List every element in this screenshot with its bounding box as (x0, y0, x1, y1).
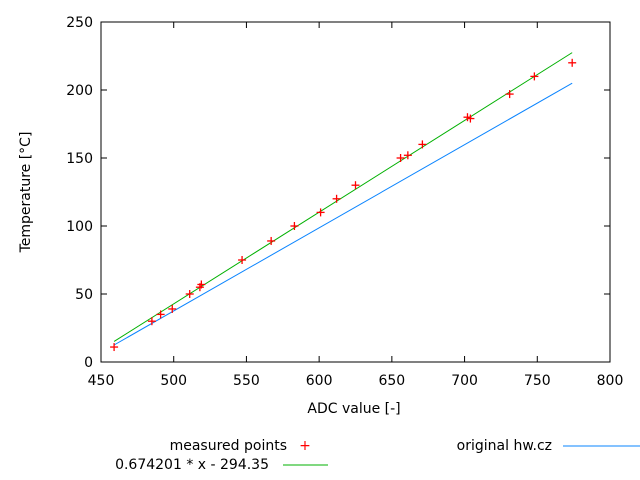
y-tick-label: 200 (66, 83, 93, 99)
x-tick-label: 750 (524, 373, 551, 389)
original-hwcz-line (113, 82, 573, 346)
measured-point (418, 140, 427, 149)
measured-point (197, 280, 206, 289)
y-tick-label: 100 (66, 219, 93, 235)
fit-line (113, 52, 573, 342)
y-tick-label: 0 (84, 355, 93, 371)
x-tick-label: 700 (451, 373, 478, 389)
y-axis-label: Temperature [°C] (18, 132, 34, 254)
measured-point (396, 154, 405, 162)
measured-point (147, 317, 156, 326)
y-tick-label: 50 (75, 287, 93, 303)
measured-point (505, 90, 514, 99)
legend-marker-measured: + (299, 438, 311, 454)
measured-point (332, 194, 341, 203)
measured-point (403, 151, 412, 160)
x-tick-label: 550 (233, 373, 260, 389)
y-tick-label: 250 (66, 15, 93, 31)
legend-label-original: original hw.cz (457, 438, 552, 454)
x-axis-label: ADC value [-] (307, 401, 400, 417)
measured-point (168, 304, 177, 313)
measured-point (110, 343, 119, 352)
measured-point (351, 181, 360, 190)
y-tick-label: 150 (66, 151, 93, 167)
x-tick-label: 800 (597, 373, 624, 389)
x-tick-label: 650 (378, 373, 405, 389)
legend-label-measured: measured points (170, 438, 287, 454)
measured-point (466, 114, 475, 123)
measured-point (185, 290, 194, 298)
measured-point (530, 72, 539, 81)
plot-area (110, 52, 577, 352)
x-tick-label: 600 (306, 373, 333, 389)
legend-label-fit: 0.674201 * x - 294.35 (115, 457, 269, 473)
plot-border (100, 21, 611, 363)
measured-point (156, 310, 165, 319)
measured-point (568, 58, 577, 67)
x-tick-label: 500 (160, 373, 187, 389)
x-tick-label: 450 (88, 373, 115, 389)
measured-point (238, 256, 247, 264)
legend: measured points + 0.674201 * x - 294.35 … (115, 438, 640, 473)
axes: 450 500 550 600 650 700 750 800 0 50 100 150 200 250 (66, 15, 623, 389)
measured-point (290, 222, 299, 230)
measured-point (316, 208, 325, 217)
measured-point (267, 236, 276, 245)
